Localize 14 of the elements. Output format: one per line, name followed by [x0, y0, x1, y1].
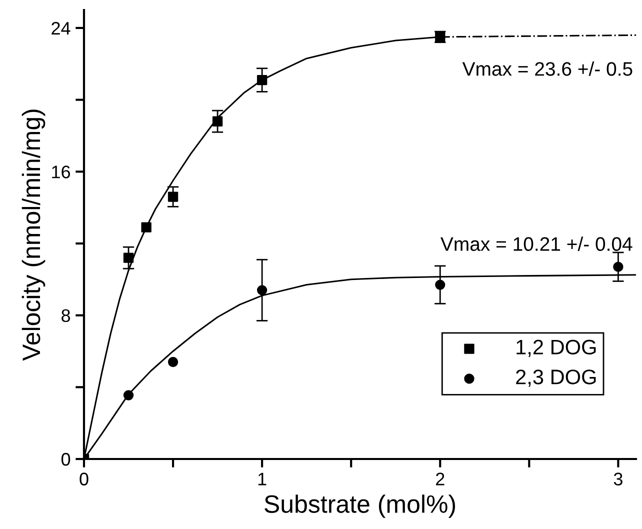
x-axis-title: Substrate (mol%): [264, 494, 456, 518]
y-tick-label: 8: [62, 309, 70, 322]
legend-label: 2,3 DOG: [516, 370, 596, 387]
x-tick-label: 1: [258, 472, 266, 486]
y-tick-label: 24: [52, 22, 70, 34]
annotation: Vmax = 23.6 +/- 0.5: [462, 62, 632, 76]
legend-label: 1,2 DOG: [516, 340, 596, 357]
x-tick-label: 2: [436, 472, 444, 486]
y-axis-title: Velocity (nmol/min/mg): [22, 110, 46, 361]
y-tick-label: 16: [52, 166, 70, 178]
annotation: Vmax = 10.21 +/- 0.04: [440, 236, 632, 251]
y-tick-label: 0: [61, 452, 70, 466]
x-tick-label: 0: [80, 472, 88, 486]
x-tick-label: 3: [614, 472, 622, 486]
